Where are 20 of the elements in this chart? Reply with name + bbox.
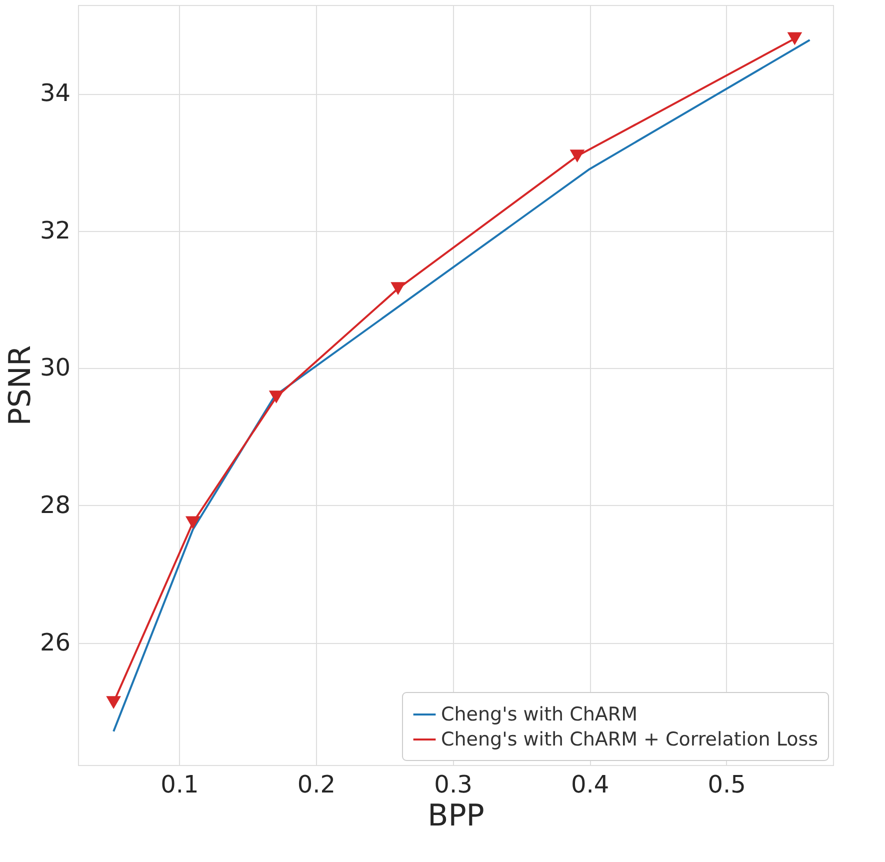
x-axis-title: BPP xyxy=(428,798,484,834)
legend-label: Cheng's with ChARM xyxy=(441,704,638,726)
point xyxy=(106,696,121,709)
point xyxy=(268,390,284,404)
legend-label: Cheng's with ChARM + Correlation Loss xyxy=(441,728,818,750)
x-tick-label: 0.1 xyxy=(160,770,199,798)
x-tick-label: 0.2 xyxy=(297,770,336,798)
point xyxy=(570,150,585,162)
x-tick-label: 0.3 xyxy=(434,770,472,798)
point xyxy=(787,32,802,46)
y-axis-title: PSNR xyxy=(2,345,38,426)
y-tick-label: 32 xyxy=(40,216,70,244)
y-tick-label: 26 xyxy=(40,628,70,656)
point xyxy=(390,282,406,295)
y-tick-label: 30 xyxy=(40,354,70,382)
y-tick-label: 34 xyxy=(40,79,70,108)
point xyxy=(185,516,200,530)
x-tick-label: 0.5 xyxy=(708,770,746,798)
y-tick-label: 28 xyxy=(40,490,70,519)
x-tick-label: 0.4 xyxy=(570,770,610,798)
